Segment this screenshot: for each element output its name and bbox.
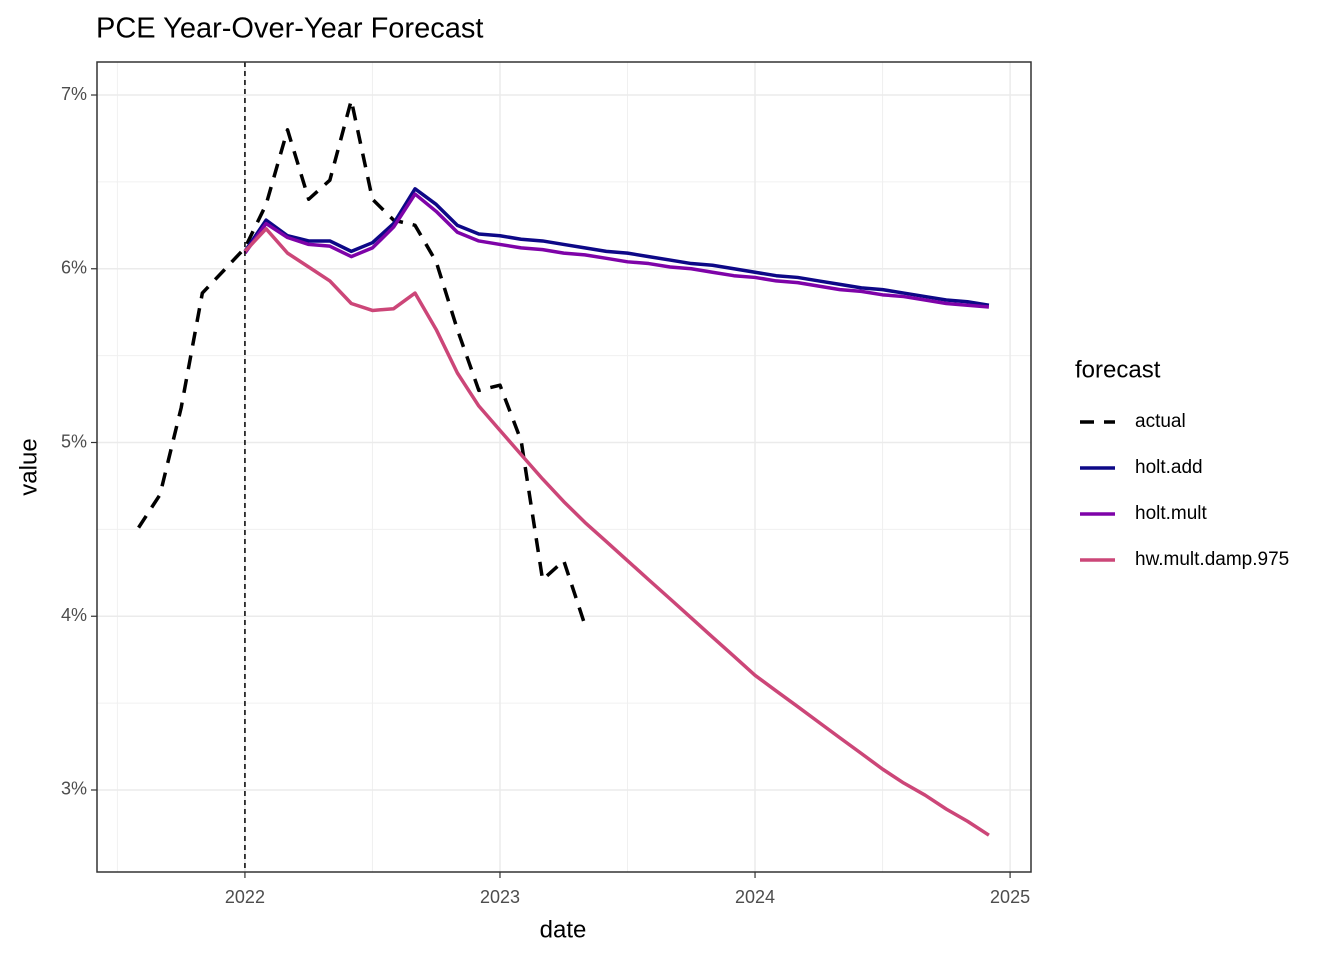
chart-title: PCE Year-Over-Year Forecast	[96, 13, 483, 45]
series-line	[243, 192, 990, 309]
y-tick-label: 6%	[61, 258, 87, 278]
legend-title: forecast	[1075, 356, 1161, 383]
y-axis-title: value	[15, 438, 42, 495]
legend-label: hw.mult.damp.975	[1135, 549, 1289, 570]
y-tick-label: 7%	[61, 84, 87, 104]
legend-label: holt.add	[1135, 457, 1203, 478]
series-line	[137, 98, 587, 626]
series-line	[243, 187, 990, 307]
legend-label: actual	[1135, 411, 1186, 432]
panel-border	[96, 61, 1032, 873]
x-tick-label: 2024	[735, 887, 775, 907]
x-axis-title: date	[540, 916, 587, 943]
x-tick-label: 2023	[480, 887, 520, 907]
y-tick-label: 4%	[61, 605, 87, 625]
legend-label: holt.mult	[1135, 503, 1208, 524]
y-tick-label: 3%	[61, 779, 87, 799]
series-line	[243, 227, 990, 837]
x-tick-label: 2025	[990, 887, 1030, 907]
x-tick-label: 2022	[225, 887, 265, 907]
y-tick-label: 5%	[61, 431, 87, 451]
